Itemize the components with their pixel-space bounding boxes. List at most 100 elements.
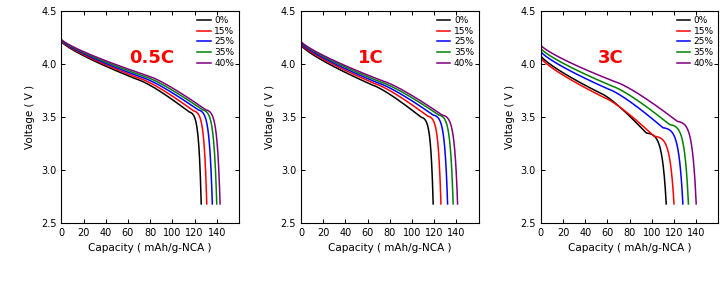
40% [357, 71, 366, 74]
15% [619, 108, 627, 111]
35% [152, 80, 161, 83]
0% [536, 54, 545, 57]
15% [635, 121, 643, 125]
40% [679, 122, 688, 125]
25% [625, 99, 633, 103]
40% [165, 84, 173, 88]
X-axis label: Capacity ( mAh/g-NCA ): Capacity ( mAh/g-NCA ) [328, 243, 452, 253]
40% [655, 106, 664, 109]
35% [439, 116, 448, 119]
15% [57, 39, 66, 43]
0% [170, 99, 178, 103]
Line: 15%: 15% [301, 44, 441, 204]
15% [202, 202, 211, 206]
35% [181, 97, 190, 100]
15% [437, 202, 445, 206]
40% [206, 110, 214, 114]
35% [118, 67, 127, 70]
35% [388, 85, 396, 89]
Line: 25%: 25% [61, 40, 212, 204]
0% [386, 93, 395, 97]
Legend: 0%, 15%, 25%, 35%, 40%: 0%, 15%, 25%, 35%, 40% [435, 14, 476, 70]
40% [121, 66, 129, 70]
25% [643, 113, 651, 116]
40% [184, 96, 193, 100]
15% [352, 74, 360, 77]
0% [114, 70, 123, 73]
0% [629, 118, 638, 121]
35% [589, 76, 598, 80]
25% [117, 68, 126, 71]
0% [648, 133, 657, 137]
Y-axis label: Voltage ( V ): Voltage ( V ) [25, 85, 35, 149]
35% [684, 202, 692, 206]
0% [662, 202, 671, 206]
0% [581, 84, 590, 87]
35% [449, 202, 458, 206]
Line: 40%: 40% [61, 39, 220, 204]
25% [665, 128, 674, 131]
35% [203, 110, 212, 114]
25% [159, 86, 168, 89]
15% [391, 92, 399, 96]
X-axis label: Capacity ( mAh/g-NCA ): Capacity ( mAh/g-NCA ) [88, 243, 212, 253]
25% [297, 41, 305, 45]
35% [57, 38, 66, 42]
25% [443, 202, 452, 206]
40% [692, 202, 700, 206]
0% [429, 202, 438, 206]
40% [155, 79, 164, 82]
15% [116, 69, 124, 72]
Line: 35%: 35% [61, 40, 217, 204]
40% [121, 66, 129, 70]
Line: 0%: 0% [541, 56, 666, 204]
25% [536, 50, 545, 53]
15% [656, 136, 665, 140]
25% [587, 80, 596, 83]
Text: 3C: 3C [598, 49, 623, 67]
40% [624, 86, 632, 89]
35% [619, 90, 628, 93]
Text: 0.5C: 0.5C [129, 49, 174, 67]
Line: 15%: 15% [61, 41, 206, 204]
0% [378, 88, 387, 92]
25% [57, 39, 66, 42]
35% [536, 47, 545, 50]
35% [417, 102, 426, 105]
25% [385, 86, 393, 89]
0% [581, 84, 590, 87]
35% [297, 40, 305, 44]
0% [606, 98, 615, 101]
Y-axis label: Voltage ( V ): Voltage ( V ) [505, 85, 515, 149]
15% [536, 56, 545, 60]
25% [679, 202, 687, 206]
Text: 1C: 1C [358, 49, 383, 67]
0% [420, 118, 429, 121]
35% [212, 202, 221, 206]
25% [616, 93, 625, 97]
25% [208, 202, 217, 206]
0% [114, 70, 123, 74]
35% [630, 96, 638, 100]
40% [391, 84, 399, 88]
15% [193, 112, 202, 115]
35% [398, 90, 406, 94]
15% [583, 87, 592, 91]
15% [382, 87, 391, 91]
25% [394, 91, 403, 95]
15% [427, 117, 436, 120]
Line: 35%: 35% [541, 48, 688, 204]
40% [635, 92, 643, 96]
35% [119, 67, 128, 71]
25% [150, 81, 159, 84]
Line: 40%: 40% [541, 45, 696, 204]
40% [420, 101, 429, 105]
40% [216, 202, 225, 206]
Y-axis label: Voltage ( V ): Voltage ( V ) [265, 85, 275, 149]
0% [153, 88, 162, 91]
40% [401, 90, 409, 93]
15% [408, 103, 417, 107]
40% [443, 116, 451, 119]
40% [536, 43, 545, 47]
25% [354, 73, 362, 76]
